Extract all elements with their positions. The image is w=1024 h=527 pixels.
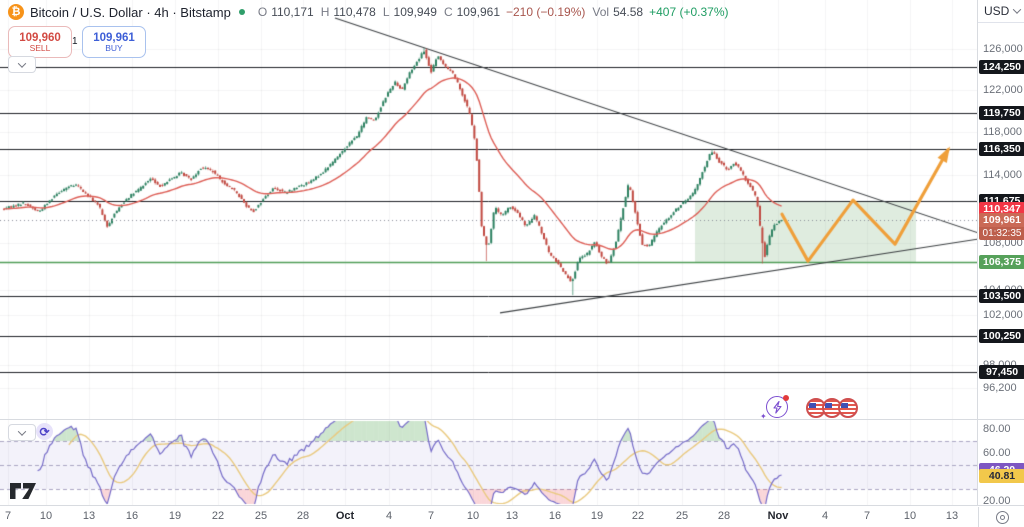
- price-level-badge: 100,250: [979, 329, 1024, 344]
- time-axis-label: Nov: [767, 510, 789, 522]
- price-axis-label: 102,000: [983, 308, 1023, 321]
- low-label: L: [382, 5, 390, 19]
- rsi-collapse-button[interactable]: [8, 424, 36, 441]
- lightning-bolt-glyph: [772, 400, 782, 414]
- price-axis-label: 114,000: [983, 169, 1022, 182]
- market-status-dot: [238, 9, 245, 15]
- volume-change-value: +407 (+0.37%): [649, 5, 729, 19]
- time-axis-label: 22: [631, 510, 645, 522]
- price-axis[interactable]: USD 126,000 122,000 118,000 114,000 108,000 1…: [977, 0, 1024, 507]
- chevron-down-icon: [17, 426, 27, 436]
- volume-label: Vol: [592, 5, 610, 19]
- sell-price: 109,960: [19, 31, 61, 44]
- price-axis-label: 96,200: [983, 382, 1017, 395]
- close-value: 109,961: [456, 5, 500, 19]
- price-axis-label: 126,000: [983, 43, 1023, 56]
- sell-label: SELL: [29, 42, 51, 53]
- candle-countdown: 01:32:35: [979, 227, 1024, 241]
- ma-price-badge: 110,347: [979, 201, 1024, 216]
- currency-selector[interactable]: USD: [978, 0, 1024, 23]
- time-axis-label: 25: [675, 510, 689, 522]
- time-axis-label: 4: [385, 510, 393, 522]
- time-axis-label: 22: [211, 510, 225, 522]
- chevron-down-icon: [1013, 5, 1022, 14]
- time-axis-label: Oct: [335, 510, 355, 522]
- price-level-badge: 106,375: [979, 254, 1024, 269]
- lightning-event-icon[interactable]: [760, 395, 789, 421]
- time-axis-label: 16: [548, 510, 562, 522]
- price-level-badge: 103,500: [979, 289, 1024, 304]
- time-axis-label: 19: [590, 510, 604, 522]
- target-settings-icon: [995, 510, 1009, 524]
- symbol-title[interactable]: Bitcoin / U.S. Dollar · 4h · Bitstamp: [30, 4, 231, 20]
- sell-button[interactable]: 109,960 SELL: [8, 26, 72, 58]
- buy-price: 109,961: [93, 31, 135, 44]
- buy-button[interactable]: 109,961 BUY: [82, 26, 146, 58]
- price-level-badge: 119,750: [979, 106, 1024, 121]
- low-value: 109,949: [393, 5, 437, 19]
- last-price-value: 109,961: [979, 213, 1024, 228]
- rsi-ma-value-badge: 40.81: [979, 469, 1024, 484]
- time-axis-label: 28: [296, 510, 310, 522]
- chart-header: ₿ Bitcoin / U.S. Dollar · 4h · Bitstamp …: [8, 3, 729, 21]
- rsi-axis-label: 60.00: [983, 447, 1011, 459]
- open-label: O: [257, 5, 268, 19]
- open-value: 110,171: [271, 5, 314, 19]
- rsi-axis-label: 80.00: [983, 423, 1011, 435]
- time-axis[interactable]: 7 10 13 16 19 22 25 28 Oct 4 7 10 13 16 19 22 25 28 Nov 4 7 1…: [0, 506, 977, 527]
- chevron-down-icon: [17, 58, 27, 68]
- high-value: 110,478: [333, 5, 376, 19]
- time-axis-label: 25: [254, 510, 268, 522]
- price-level-badge: 116,350: [979, 142, 1024, 157]
- last-price-badge: 109,961 01:32:35: [979, 213, 1024, 241]
- time-axis-label: 19: [168, 510, 182, 522]
- price-axis-label: 122,000: [983, 83, 1023, 96]
- volume-value: 54.58: [613, 5, 644, 19]
- spread-value: 1: [72, 36, 78, 47]
- time-axis-label: 13: [505, 510, 519, 522]
- time-axis-label: 7: [4, 510, 12, 522]
- high-label: H: [320, 5, 330, 19]
- tradingview-logo: [10, 483, 38, 504]
- axis-settings-button[interactable]: [978, 507, 1024, 527]
- price-axis-label: 118,000: [983, 125, 1022, 138]
- price-level-badge: 124,250: [979, 60, 1024, 74]
- time-axis-border: [0, 505, 1024, 506]
- rsi-refresh-icon[interactable]: ⟳: [36, 423, 53, 440]
- price-chart-canvas[interactable]: [0, 0, 977, 505]
- rsi-axis-label: 20.00: [983, 495, 1011, 507]
- btc-icon: ₿: [8, 4, 24, 20]
- pane-separator[interactable]: [0, 419, 1024, 420]
- time-axis-label: 7: [863, 510, 871, 522]
- time-axis-label: 10: [39, 510, 53, 522]
- time-axis-label: 13: [82, 510, 96, 522]
- time-axis-label: 4: [821, 510, 829, 522]
- us-flag-event-icon[interactable]: [838, 398, 858, 418]
- ohlc-readout: O 110,171 H 110,478 L 109,949 C 109,961 …: [255, 5, 729, 19]
- price-level-badge: 97,450: [979, 364, 1024, 379]
- toolbar-collapse-button[interactable]: [8, 56, 36, 73]
- time-axis-label: 13: [945, 510, 959, 522]
- time-axis-label: 10: [903, 510, 917, 522]
- buy-label: BUY: [105, 42, 123, 53]
- time-axis-label: 10: [466, 510, 480, 522]
- time-axis-label: 7: [427, 510, 435, 522]
- change-value: −210 (−0.19%): [506, 5, 586, 19]
- currency-label: USD: [984, 4, 1010, 18]
- time-axis-label: 16: [125, 510, 139, 522]
- close-label: C: [443, 5, 453, 19]
- time-axis-label: 28: [717, 510, 731, 522]
